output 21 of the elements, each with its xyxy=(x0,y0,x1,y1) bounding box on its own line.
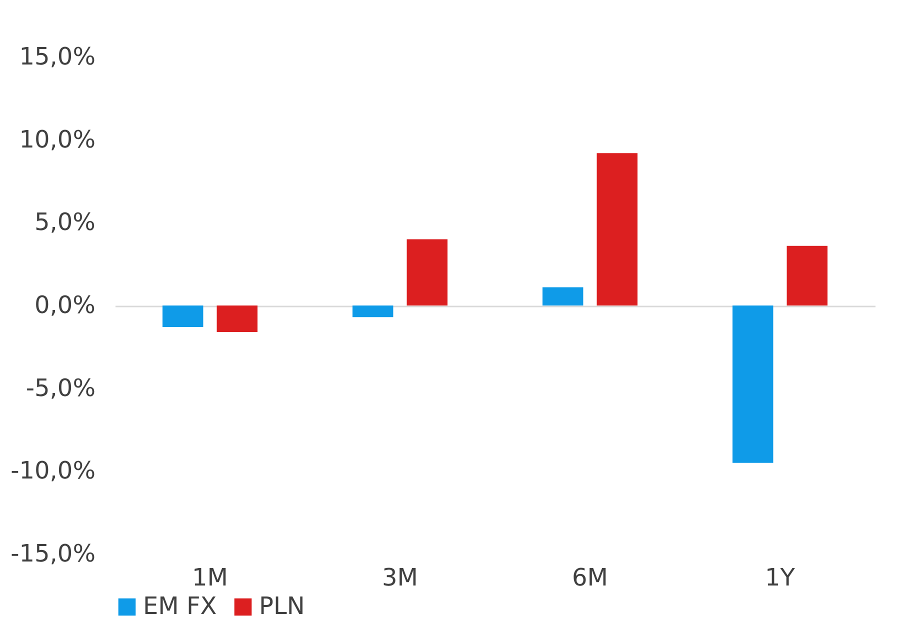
x-tick-label: 1M xyxy=(192,564,228,592)
y-tick-label: -5,0% xyxy=(26,374,96,402)
bar xyxy=(786,246,828,306)
y-tick-label: 5,0% xyxy=(34,208,96,236)
bar xyxy=(406,239,448,306)
x-tick-label: 1Y xyxy=(765,564,796,592)
x-tick-label: 6M xyxy=(572,564,608,592)
y-tick-label: 0,0% xyxy=(34,291,96,319)
x-tick-label: 3M xyxy=(382,564,418,592)
y-tick-label: -15,0% xyxy=(10,540,96,568)
legend-label: EM FX xyxy=(143,592,217,620)
y-tick-label: 15,0% xyxy=(19,42,96,70)
bar xyxy=(162,306,204,328)
legend-label: PLN xyxy=(259,592,305,620)
bar xyxy=(732,306,774,463)
bar xyxy=(542,287,584,306)
bar xyxy=(596,153,638,306)
y-tick-label: -10,0% xyxy=(10,456,96,485)
y-tick-label: 10,0% xyxy=(19,125,96,154)
bar xyxy=(216,306,258,332)
bar xyxy=(352,306,394,318)
